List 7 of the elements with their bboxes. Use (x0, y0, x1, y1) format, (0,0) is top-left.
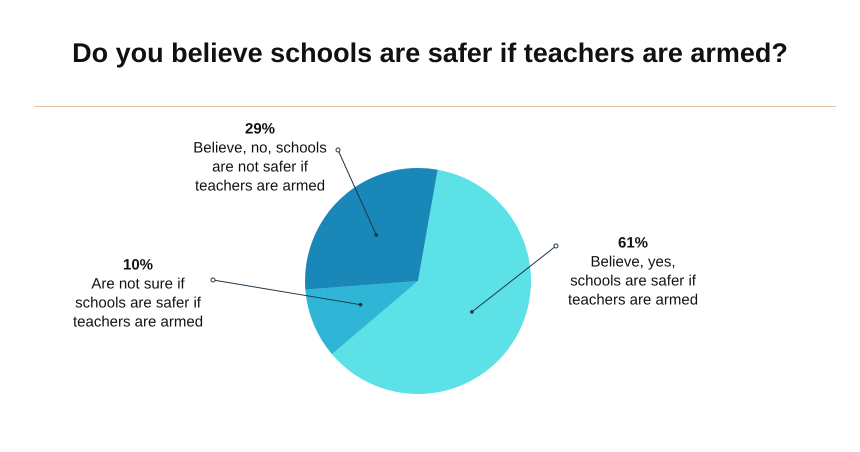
slice-label: Believe, yes, schools are safer if teachers are armed (568, 254, 698, 309)
data-label: 61% (618, 234, 648, 252)
chart-title: Do you believe schools are safer if teachers are armed? (71, 36, 789, 70)
slice-label: Are not sure if schools are safer if teachers are armed (72, 276, 204, 331)
data-label: 10% (122, 256, 154, 274)
data-label: 29% (244, 120, 276, 138)
slice-label: Believe, no, schools are not safer if teachers are armed (193, 140, 327, 195)
